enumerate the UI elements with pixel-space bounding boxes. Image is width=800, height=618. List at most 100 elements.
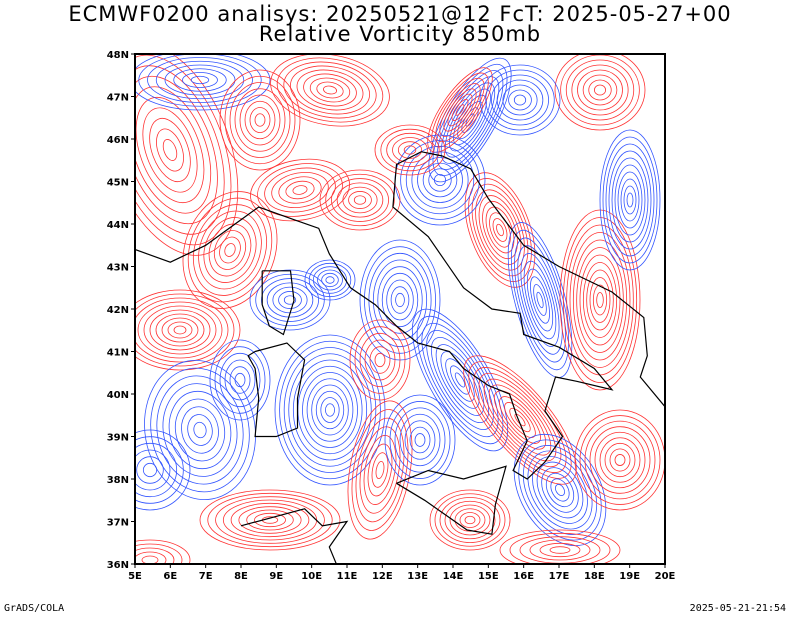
- contour-line: [509, 407, 531, 433]
- contour-line: [331, 178, 389, 222]
- contour-line: [463, 355, 577, 485]
- contour-line: [623, 185, 637, 215]
- contour-line: [599, 129, 661, 271]
- lon-tick-label: 20E: [655, 571, 676, 582]
- contour-line: [428, 168, 452, 192]
- contour-line: [504, 402, 536, 438]
- contour-line: [381, 272, 419, 328]
- contour-line: [198, 210, 262, 290]
- contour-line: [285, 180, 315, 200]
- contour-line: [426, 329, 494, 431]
- contour-line: [444, 500, 496, 540]
- contour-line: [482, 200, 518, 260]
- contour-line: [279, 340, 381, 480]
- contour-line: [288, 353, 372, 467]
- lon-tick-label: 12E: [372, 571, 393, 582]
- contour-line: [416, 315, 504, 445]
- contour-line: [296, 69, 364, 111]
- contour-line: [182, 191, 278, 309]
- contour-line: [135, 297, 229, 363]
- contour-line: [302, 372, 358, 448]
- contour-line: [142, 462, 158, 478]
- contour-line: [271, 172, 329, 208]
- contour-line: [440, 351, 480, 409]
- contour-line: [368, 252, 432, 348]
- contour-line: [586, 269, 614, 331]
- contour-line: [144, 360, 256, 500]
- contour-line: [135, 551, 167, 564]
- contour-line: [510, 229, 570, 371]
- contour-line: [264, 167, 336, 213]
- contour-line: [317, 269, 343, 291]
- contour-line: [278, 291, 302, 309]
- contour-line: [526, 268, 554, 332]
- contour-line: [514, 237, 566, 363]
- contour-line: [549, 546, 571, 554]
- contour-line: [502, 84, 538, 116]
- contour-line: [321, 272, 339, 288]
- contour-line: [485, 206, 515, 254]
- contour-line: [359, 239, 441, 361]
- contour-line: [161, 317, 199, 343]
- contour-line: [167, 321, 193, 339]
- contour-line: [155, 60, 245, 100]
- contour-line: [156, 375, 244, 485]
- contour-line: [582, 74, 618, 106]
- contour-line: [193, 204, 267, 296]
- contour-line: [261, 278, 319, 322]
- contour-line: [560, 54, 640, 126]
- contour-line: [620, 178, 640, 222]
- contour-line: [162, 383, 238, 477]
- contour-line: [222, 499, 318, 541]
- contour-line: [142, 107, 198, 193]
- lat-tick-label: 43N: [107, 263, 129, 274]
- contour-line: [308, 262, 352, 298]
- contour-line: [229, 82, 291, 158]
- lon-tick-label: 16E: [513, 571, 534, 582]
- contour-line: [422, 162, 458, 198]
- contour-line: [464, 515, 476, 525]
- contour-line: [254, 512, 286, 528]
- lat-tick-label: 40N: [107, 390, 129, 401]
- contour-line: [135, 86, 212, 214]
- contour-line: [207, 492, 333, 548]
- lon-tick-label: 11E: [337, 571, 358, 582]
- lon-tick-label: 19E: [619, 571, 640, 582]
- contour-line: [392, 137, 428, 163]
- contour-line: [219, 69, 301, 171]
- footer-credit: GrADS/COLA: [4, 603, 65, 614]
- contour-line: [276, 57, 384, 123]
- contour-line: [539, 542, 581, 558]
- contour-line: [455, 104, 465, 116]
- contour-line: [174, 398, 226, 462]
- contour-line: [375, 460, 385, 480]
- contour-line: [496, 79, 544, 121]
- contour-line: [536, 461, 584, 519]
- lon-tick-label: 13E: [407, 571, 428, 582]
- contour-line: [304, 259, 356, 301]
- contour-line: [545, 472, 575, 508]
- lon-tick-label: 14E: [443, 571, 464, 582]
- contour-line: [349, 319, 411, 401]
- contour-line: [369, 346, 391, 374]
- contour-line: [499, 529, 621, 564]
- contour-line: [440, 76, 500, 164]
- contour-line: [559, 209, 641, 391]
- lat-tick-label: 48N: [107, 50, 129, 61]
- contour-line: [135, 289, 241, 371]
- contour-line: [135, 436, 184, 504]
- contour-line: [315, 390, 345, 430]
- map-subtitle: Relative Vorticity 850mb: [258, 22, 542, 46]
- contour-line: [309, 77, 351, 103]
- contour-line: [605, 143, 655, 257]
- contour-line: [421, 322, 499, 438]
- contour-line: [464, 172, 536, 288]
- contour-line: [182, 72, 218, 88]
- contour-line: [435, 344, 485, 416]
- contour-line: [431, 72, 489, 148]
- lon-tick-label: 5E: [128, 571, 142, 582]
- contour-line: [577, 69, 623, 111]
- contour-line: [135, 449, 171, 491]
- contour-line: [550, 478, 570, 502]
- contour-line: [461, 107, 479, 133]
